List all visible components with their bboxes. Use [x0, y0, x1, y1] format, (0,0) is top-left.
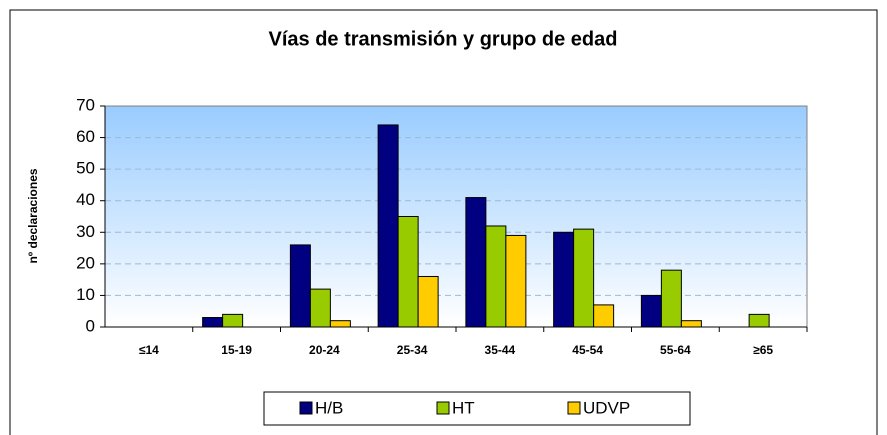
bar	[222, 313, 244, 328]
bar	[593, 304, 615, 328]
x-tick-label: 35-44	[485, 343, 516, 357]
chart-title: Vías de transmisión y grupo de edad	[269, 28, 618, 50]
chart-frame	[9, 9, 878, 435]
y-tick-label: 20	[76, 253, 95, 272]
x-tick-label: ≤14	[139, 343, 159, 357]
y-tick-label: 30	[76, 222, 95, 241]
bar	[417, 275, 439, 328]
bar	[289, 244, 311, 328]
x-tick-label: 15-19	[221, 343, 252, 357]
legend	[263, 391, 691, 426]
y-tick-label: 0	[86, 316, 95, 335]
bar	[309, 288, 331, 328]
bar	[573, 228, 595, 328]
plot-area	[104, 105, 808, 328]
bar	[397, 216, 419, 328]
legend-swatch	[567, 401, 581, 415]
y-axis-label: nº declaraciones	[26, 168, 40, 263]
bar	[465, 197, 487, 328]
bar	[660, 269, 682, 328]
bar	[202, 317, 224, 328]
bar	[680, 320, 702, 328]
x-tick-label: 25-34	[397, 343, 428, 357]
y-tick-label: 70	[76, 95, 95, 114]
legend-label: HT	[452, 398, 475, 417]
y-tick-label: 50	[76, 159, 95, 178]
x-tick-label: 45-54	[572, 343, 603, 357]
bar	[329, 320, 351, 328]
y-tick-label: 60	[76, 127, 95, 146]
legend-swatch	[436, 401, 450, 415]
bar	[553, 231, 575, 328]
y-tick-label: 10	[76, 285, 95, 304]
bar	[505, 234, 527, 328]
bar	[640, 294, 662, 328]
x-tick-label: 55-64	[660, 343, 691, 357]
bar	[377, 124, 399, 328]
legend-label: H/B	[315, 398, 343, 417]
bar	[748, 313, 770, 328]
legend-label: UDVP	[583, 398, 630, 417]
x-tick-label: 20-24	[309, 343, 340, 357]
x-tick-label: ≥65	[753, 343, 773, 357]
bar	[485, 225, 507, 328]
y-tick-label: 40	[76, 190, 95, 209]
legend-swatch	[299, 401, 313, 415]
